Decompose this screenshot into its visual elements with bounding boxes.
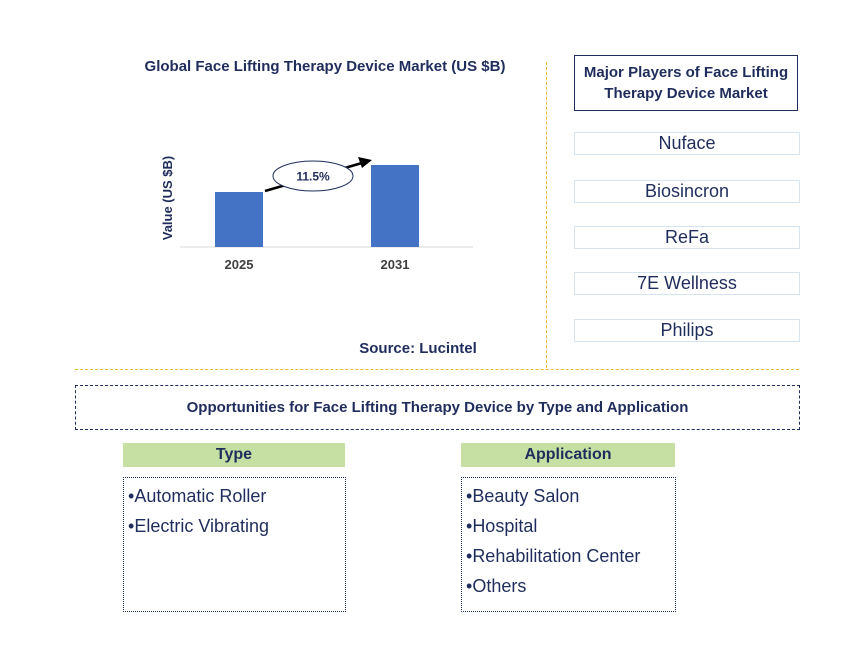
application-header: Application xyxy=(461,443,675,467)
player-philips: Philips xyxy=(574,319,800,342)
source-label: Source: Lucintel xyxy=(359,340,477,357)
bar-chart: Value (US $B) 2025 2031 11.5% xyxy=(160,156,473,272)
growth-rate-ellipse xyxy=(272,160,354,192)
list-item: Hospital xyxy=(466,511,675,541)
list-item: Automatic Roller xyxy=(128,481,345,511)
growth-arrow-head xyxy=(358,157,372,168)
horizontal-divider xyxy=(75,369,799,370)
y-axis-label: Value (US $B) xyxy=(160,156,175,241)
player-7e-wellness: 7E Wellness xyxy=(574,272,800,295)
x-tick-label-2031: 2031 xyxy=(381,257,410,272)
bars-group xyxy=(215,165,419,247)
application-list: Beauty Salon Hospital Rehabilitation Cen… xyxy=(461,477,676,612)
type-header: Type xyxy=(123,443,345,467)
bar-2031 xyxy=(371,165,419,247)
bar-2025 xyxy=(215,192,263,247)
chart-title: Global Face Lifting Therapy Device Marke… xyxy=(144,58,506,75)
list-item: Beauty Salon xyxy=(466,481,675,511)
x-tick-label-2025: 2025 xyxy=(225,257,254,272)
player-refa: ReFa xyxy=(574,226,800,249)
growth-rate-label: 11.5% xyxy=(296,170,330,184)
players-heading: Major Players of Face Lifting Therapy De… xyxy=(574,55,798,111)
player-biosincron: Biosincron xyxy=(574,180,800,203)
opportunities-banner: Opportunities for Face Lifting Therapy D… xyxy=(75,385,800,430)
player-nuface: Nuface xyxy=(574,132,800,155)
vertical-divider xyxy=(546,62,547,368)
list-item: Electric Vibrating xyxy=(128,511,345,541)
x-tick-labels: 2025 2031 xyxy=(225,257,410,272)
list-item: Rehabilitation Center xyxy=(466,541,675,571)
type-list: Automatic Roller Electric Vibrating xyxy=(123,477,346,612)
list-item: Others xyxy=(466,571,675,601)
